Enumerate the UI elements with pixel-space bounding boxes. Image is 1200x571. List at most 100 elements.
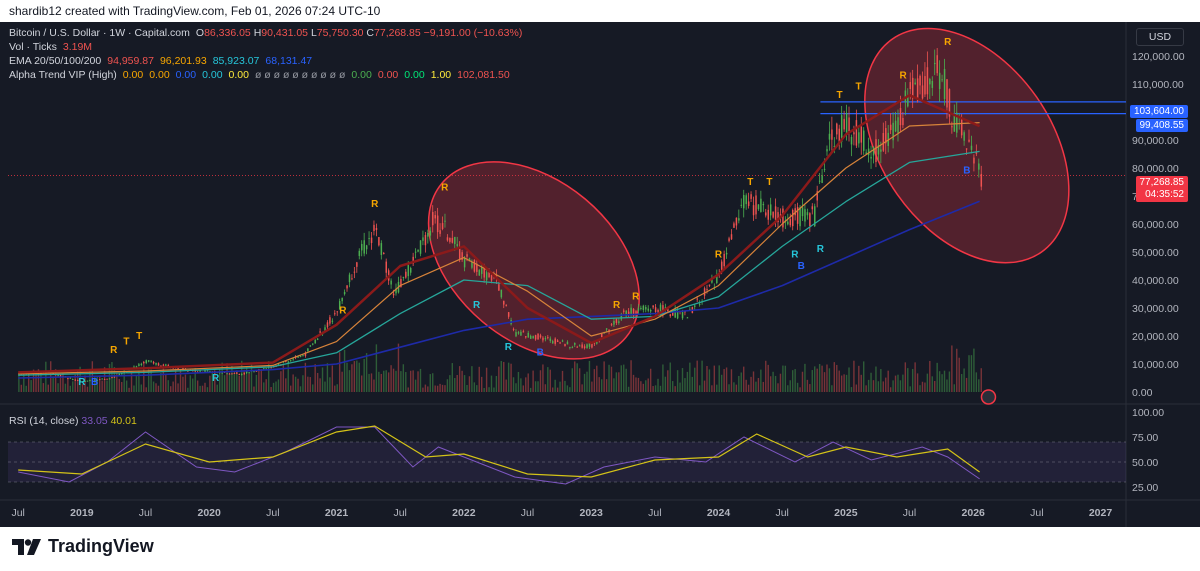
volume-bar	[204, 382, 206, 392]
candle-body	[571, 347, 574, 349]
candle-body	[101, 378, 103, 380]
candle-body	[507, 312, 510, 317]
candle-body	[826, 149, 828, 152]
x-tick-label: 2023	[580, 507, 604, 519]
candle-body	[542, 337, 544, 341]
candle-body	[689, 309, 691, 311]
candle-body	[970, 145, 973, 150]
volume-bar	[946, 379, 948, 392]
volume-bar	[285, 378, 287, 392]
volume-bar	[515, 383, 517, 392]
candle-body	[348, 274, 351, 283]
candle-body	[150, 361, 152, 363]
rsi-tick-label: 25.00	[1132, 482, 1158, 494]
volume-bar	[578, 368, 581, 392]
volume-bar	[434, 385, 436, 392]
volume-bar	[314, 364, 316, 392]
volume-bar	[170, 386, 172, 392]
x-tick-label: 2022	[452, 507, 476, 519]
volume-bar	[703, 380, 706, 392]
volume-bar	[54, 369, 57, 392]
candle-body	[787, 221, 789, 225]
candle-body	[221, 372, 223, 374]
price-tag-last: 77,268.85 04:35:52	[1135, 176, 1188, 202]
candle-body	[231, 373, 233, 375]
candle-body	[297, 356, 299, 358]
candle-body	[569, 347, 571, 349]
volume-bar	[698, 385, 701, 392]
candle-body	[138, 364, 140, 366]
candle-body	[720, 261, 723, 272]
volume-bar	[378, 371, 380, 392]
volume-bar	[806, 379, 809, 392]
volume-bar	[662, 364, 664, 392]
candle-body	[735, 217, 738, 226]
candle-body	[642, 305, 645, 310]
volume-bar	[664, 376, 667, 392]
candle-body	[263, 368, 265, 370]
volume-bar	[140, 384, 143, 392]
last-price: 77,268.85	[1139, 177, 1185, 188]
tradingview-brand[interactable]: TradingView	[12, 536, 154, 557]
signal-marker-b: B	[537, 348, 544, 359]
candle-body	[941, 79, 943, 81]
volume-bar	[627, 386, 630, 392]
candle-body	[645, 307, 647, 310]
volume-bar	[804, 363, 806, 392]
volume-bar	[233, 372, 236, 392]
volume-bar	[174, 365, 177, 392]
signal-marker-t: T	[136, 331, 142, 342]
candle-body	[113, 376, 116, 378]
volume-bar	[245, 366, 248, 392]
x-tick-label: 2021	[325, 507, 349, 519]
volume-bar	[769, 376, 772, 392]
volume-bar	[277, 379, 280, 392]
volume-bar	[417, 371, 419, 392]
candle-body	[441, 223, 444, 229]
volume-bar	[270, 387, 272, 392]
volume-bar	[566, 385, 569, 392]
volume-bar	[632, 374, 635, 392]
candle-body	[867, 148, 870, 156]
candle-body	[684, 311, 686, 313]
candle-body	[924, 76, 926, 95]
candle-body	[791, 209, 794, 227]
candle-body	[98, 379, 101, 381]
volume-bar	[554, 379, 556, 392]
volume-bar	[740, 372, 742, 392]
candle-body	[471, 261, 473, 268]
volume-bar	[542, 364, 544, 392]
volume-bar	[451, 363, 454, 392]
currency-button[interactable]: USD	[1136, 28, 1184, 46]
alpha-v4: 0.00	[228, 69, 249, 81]
volume-bar	[809, 384, 811, 392]
volume-bar	[490, 375, 493, 392]
candle-body	[968, 139, 970, 142]
volume-bar	[909, 386, 911, 392]
volume-bar	[385, 370, 387, 392]
candle-body	[461, 252, 463, 260]
candle-body	[838, 128, 841, 144]
candle-body	[899, 108, 902, 126]
candle-body	[76, 379, 79, 381]
volume-bar	[848, 367, 850, 392]
candle-body	[456, 244, 459, 246]
vol-label: Vol · Ticks	[9, 41, 57, 53]
rsi-line	[18, 426, 980, 485]
alpha-v5: ø ø ø ø ø ø ø ø ø ø	[254, 69, 346, 81]
candle-body	[669, 314, 672, 317]
candle-body	[549, 338, 552, 341]
volume-bar	[735, 384, 738, 392]
volume-bar	[414, 379, 417, 392]
volume-bar	[236, 370, 238, 392]
signal-marker-r: R	[212, 373, 220, 384]
volume-bar	[730, 369, 733, 392]
volume-bar	[326, 363, 329, 392]
candle-body	[605, 328, 608, 330]
candle-body	[439, 230, 441, 234]
candle-body	[840, 115, 843, 142]
candle-body	[733, 223, 735, 228]
volume-bar	[816, 368, 818, 392]
